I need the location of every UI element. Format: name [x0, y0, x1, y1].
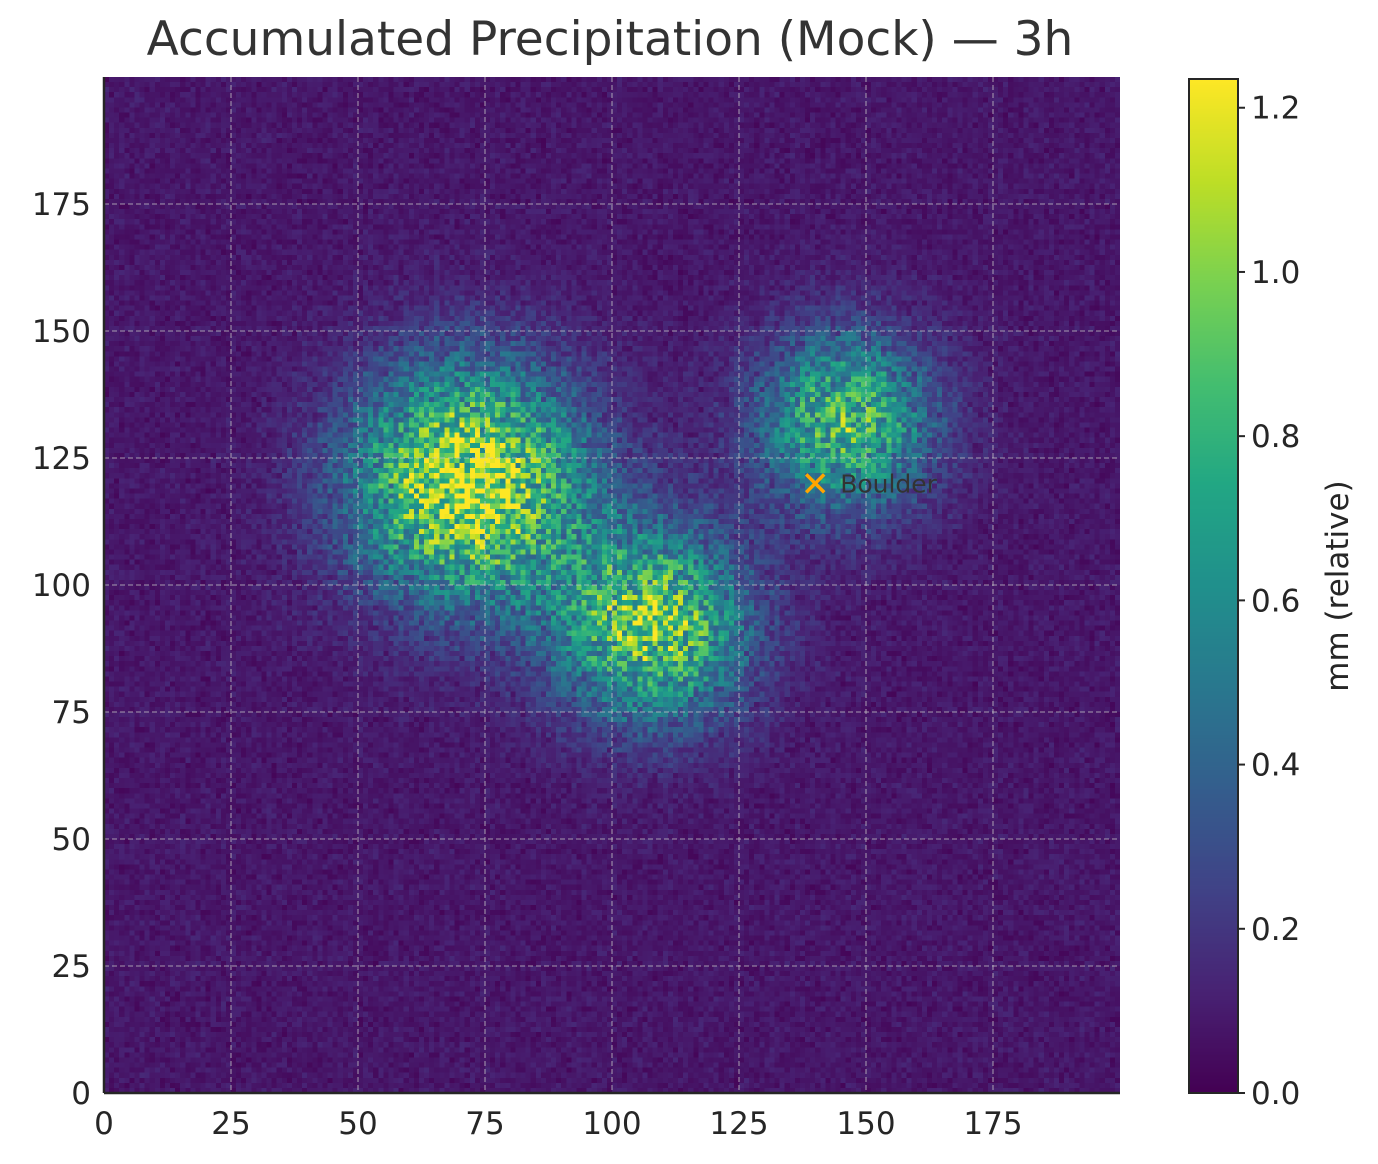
x-tick-label: 125 [709, 1106, 768, 1142]
colorbar-tick-label: 1.2 [1251, 91, 1300, 127]
annotations: Boulder [804, 469, 938, 498]
y-tick-label: 150 [32, 314, 91, 350]
x-tick-label: 175 [963, 1106, 1022, 1142]
colorbar-tick-label: 0.0 [1251, 1076, 1300, 1112]
colorbar-tick-label: 0.2 [1251, 912, 1300, 948]
x-tick-label: 25 [211, 1106, 250, 1142]
chart-title: Accumulated Precipitation (Mock) — 3h [146, 12, 1074, 67]
annotation-marker-x [804, 473, 826, 494]
colorbar-tick-label: 1.0 [1251, 255, 1300, 291]
x-tick-label: 100 [582, 1106, 641, 1142]
x-tick-label: 50 [338, 1106, 377, 1142]
colorbar-frame [1188, 78, 1239, 1094]
x-tick-label: 75 [465, 1106, 504, 1142]
annotation-label: Boulder [840, 469, 937, 498]
y-tick-label: 75 [52, 695, 91, 731]
x-axis-ticks: 0 25 50 75 100 125 150 175 [94, 1106, 1022, 1142]
x-tick-label: 0 [94, 1106, 114, 1142]
y-tick-label: 175 [32, 187, 91, 223]
colorbar-tick-label: 0.6 [1251, 583, 1300, 619]
colorbar-label: mm (relative) [1320, 480, 1356, 691]
y-axis-ticks: 0 25 50 75 100 125 150 175 [32, 187, 91, 1112]
colorbar-tick-label: 0.4 [1251, 748, 1300, 784]
y-tick-label: 0 [71, 1076, 91, 1112]
colorbar-tick-label: 0.8 [1251, 419, 1300, 455]
grid-lines [103, 77, 1120, 1094]
y-tick-label: 125 [32, 441, 91, 477]
y-tick-label: 100 [32, 568, 91, 604]
x-tick-label: 150 [836, 1106, 895, 1142]
axes [102, 77, 1120, 1095]
y-tick-label: 25 [52, 949, 91, 985]
colorbar-gradient [1189, 79, 1238, 1093]
y-tick-label: 50 [52, 822, 91, 858]
colorbar: 0.0 0.2 0.4 0.6 0.8 1.0 1.2 mm (relative) [1188, 78, 1356, 1112]
